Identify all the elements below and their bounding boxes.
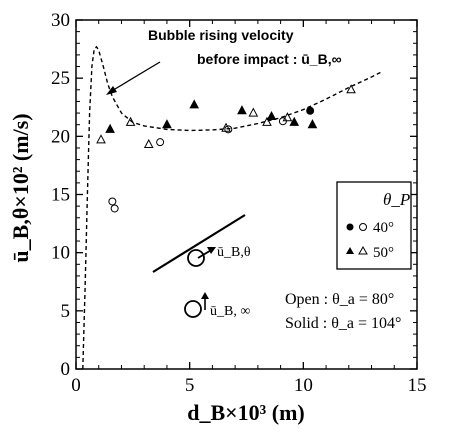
vertical-velocity-label: ū_B, ∞: [210, 304, 250, 319]
angled-velocity-label: ū_B,θ: [217, 245, 251, 260]
y-tick-label: 30: [51, 10, 70, 31]
data-point-triangle-open: [282, 112, 293, 122]
rising-bubble-schematic: [184, 300, 202, 318]
x-tick-label: 0: [71, 375, 81, 396]
legend-label-50: 50°: [373, 245, 394, 261]
data-point-triangle-filled: [307, 119, 318, 129]
bubble-at-wall-schematic: [187, 249, 205, 267]
y-tick-label: 0: [61, 359, 71, 380]
data-point-triangle-open: [248, 107, 259, 117]
legend-label-40: 40°: [373, 220, 394, 236]
data-point-triangle-filled: [237, 105, 247, 115]
data-point-triangle-open: [125, 116, 136, 126]
legend-marker-40-open: [359, 223, 367, 231]
annotation-arrow: [109, 61, 161, 93]
condition-solid: Solid : θ_a = 104°: [285, 315, 401, 332]
data-point-circle-open: [224, 125, 233, 134]
legend-marker-50-solid: [346, 247, 354, 254]
data-point-triangle-open: [262, 116, 272, 126]
legend-title: θ_P: [383, 190, 410, 209]
data-point-triangle-filled: [105, 123, 115, 133]
data-point-circle-filled: [306, 106, 315, 115]
y-axis-title: ū_B,θ×10² (m/s): [8, 113, 33, 262]
y-tick-label: 25: [51, 68, 70, 89]
data-point-triangle-open: [143, 138, 154, 148]
plot-axes: 0 5 10 15 0 5 10 15 20 25 30: [51, 10, 427, 396]
data-point-triangle-open: [221, 122, 231, 132]
data-point-triangle-filled: [289, 116, 300, 126]
data-point-triangle-filled: [189, 99, 200, 109]
data-point-triangle-open: [346, 84, 356, 94]
data-point-triangle-filled: [266, 110, 277, 121]
curve-annotation-line1: Bubble rising velocity: [148, 27, 294, 43]
inclined-wall-schematic: [152, 214, 246, 273]
data-points-layer: [96, 84, 356, 213]
data-point-triangle-open: [96, 134, 106, 144]
angled-velocity-arrowhead: [207, 247, 216, 254]
curve-annotation-line2: before impact : ū_B,∞: [197, 51, 342, 67]
x-tick-label: 10: [294, 375, 313, 396]
legend-marker-50-open: [358, 245, 368, 255]
y-tick-label: 15: [51, 185, 70, 206]
y-tick-label: 10: [51, 243, 70, 264]
annotation-arrowhead: [106, 86, 117, 95]
x-axis-title: d_B×10³ (m): [187, 400, 305, 425]
data-point-circle-open: [108, 197, 117, 206]
x-tick-label: 5: [185, 375, 195, 396]
y-tick-label: 5: [61, 301, 71, 322]
legend-marker-40-solid: [346, 223, 354, 231]
condition-open: Open : θ_a = 80°: [285, 291, 394, 308]
data-point-triangle-filled: [162, 119, 172, 129]
data-point-circle-open: [110, 204, 119, 213]
vertical-velocity-arrowhead: [201, 292, 209, 299]
x-tick-label: 15: [408, 375, 427, 396]
y-tick-label: 20: [51, 126, 70, 147]
data-point-circle-open: [156, 138, 165, 147]
